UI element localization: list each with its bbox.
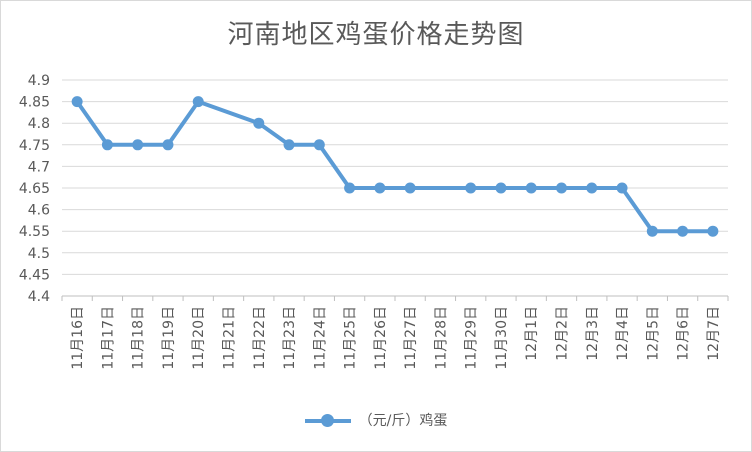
- data-point: [465, 182, 477, 194]
- x-tick-label: 11月29日: [464, 306, 480, 370]
- data-point: [707, 225, 719, 237]
- data-point: [556, 182, 567, 194]
- data-point: [71, 96, 83, 108]
- x-tick-label: 11月19日: [161, 306, 177, 370]
- data-point: [586, 182, 598, 194]
- data-point: [525, 182, 537, 194]
- x-tick-label: 11月28日: [433, 306, 449, 370]
- data-point: [192, 96, 204, 108]
- x-tick-label: 11月26日: [373, 306, 389, 370]
- y-tick-label: 4.55: [19, 224, 50, 240]
- data-point: [677, 225, 689, 237]
- data-point: [495, 182, 507, 194]
- data-point: [101, 139, 113, 151]
- x-tick-label: 12月5日: [645, 306, 661, 361]
- y-tick-label: 4.5: [28, 246, 50, 262]
- data-point: [283, 139, 295, 151]
- y-tick-label: 4.7: [28, 159, 50, 175]
- x-tick-label: 11月23日: [282, 306, 298, 370]
- y-tick-label: 4.4: [28, 289, 50, 305]
- x-tick-label: 12月4日: [615, 306, 631, 361]
- x-tick-label: 11月25日: [343, 306, 359, 370]
- data-point: [313, 139, 325, 151]
- y-tick-label: 4.8: [28, 116, 50, 132]
- x-tick-label: 11月27日: [403, 306, 419, 370]
- data-point: [404, 182, 416, 194]
- x-tick-label: 12月1日: [524, 306, 540, 361]
- x-tick-label: 11月16日: [70, 306, 86, 370]
- y-tick-label: 4.85: [19, 95, 50, 111]
- y-tick-label: 4.9: [28, 73, 50, 89]
- data-point: [616, 182, 628, 194]
- x-tick-label: 11月18日: [131, 306, 147, 370]
- x-tick-label: 12月6日: [676, 306, 692, 361]
- data-point: [162, 139, 174, 151]
- x-tick-label: 11月24日: [312, 306, 328, 370]
- y-tick-label: 4.65: [19, 181, 50, 197]
- x-tick-label: 11月30日: [494, 306, 510, 370]
- data-point: [646, 225, 658, 237]
- x-tick-label: 11月21日: [222, 306, 238, 370]
- data-point: [374, 182, 386, 194]
- x-tick-label: 12月3日: [585, 306, 601, 361]
- y-tick-label: 4.45: [19, 267, 50, 283]
- data-point: [253, 117, 265, 129]
- x-tick-label: 12月2日: [555, 306, 571, 361]
- data-point: [132, 139, 144, 151]
- x-tick-label: 11月20日: [191, 306, 207, 370]
- legend-marker-icon: [304, 412, 351, 428]
- legend-label: （元/斤）鸡蛋: [358, 413, 448, 429]
- x-tick-label: 11月22日: [252, 306, 268, 370]
- legend: （元/斤）鸡蛋: [0, 408, 752, 432]
- y-tick-label: 4.75: [19, 138, 50, 154]
- data-point: [344, 182, 356, 194]
- chart-title: 河南地区鸡蛋价格走势图: [227, 20, 525, 50]
- y-tick-label: 4.6: [28, 203, 50, 219]
- x-tick-label: 12月7日: [706, 306, 722, 361]
- x-tick-label: 11月17日: [100, 306, 116, 370]
